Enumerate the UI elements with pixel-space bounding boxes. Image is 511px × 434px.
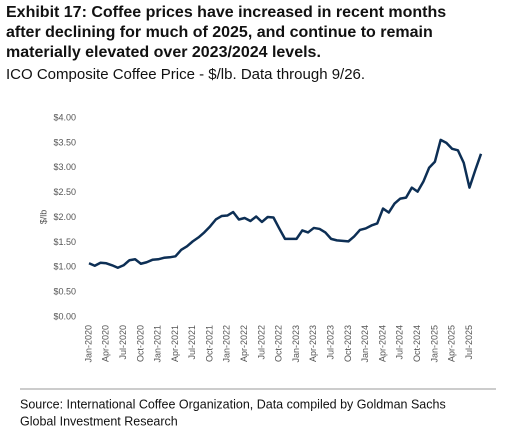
y-tick-label: $2.50 (53, 187, 76, 197)
x-tick-label: Oct-2024 (412, 325, 422, 362)
y-tick-label: $2.00 (53, 212, 76, 222)
x-tick-label: Oct-2020 (135, 325, 145, 362)
x-tick-label: Jul-2025 (464, 325, 474, 360)
x-tick-label: Oct-2023 (343, 325, 353, 362)
y-tick-label: $3.50 (53, 137, 76, 147)
x-tick-label: Jan-2021 (153, 325, 163, 363)
y-tick-label: $0.50 (53, 287, 76, 297)
y-tick-label: $4.00 (53, 112, 76, 122)
x-tick-label: Apr-2020 (101, 325, 111, 362)
chart-title: after declining for much of 2025, and co… (6, 24, 433, 41)
x-tick-label: Apr-2025 (447, 325, 457, 362)
x-tick-label: Jul-2021 (187, 325, 197, 360)
x-tick-label: Apr-2023 (308, 325, 318, 362)
x-tick-label: Jan-2025 (429, 325, 439, 363)
x-tick-label: Apr-2022 (239, 325, 249, 362)
source: Source: International Coffee Organizatio… (20, 397, 446, 411)
source: Global Investment Research (20, 414, 178, 428)
x-tick-label: Oct-2022 (274, 325, 284, 362)
line (88, 138, 483, 269)
x-tick-label: Jan-2024 (360, 325, 370, 363)
x-tick-label: Apr-2024 (377, 325, 387, 362)
chart-title: materially elevated over 2023/2024 level… (6, 44, 321, 61)
x-tick-label: Jul-2022 (256, 325, 266, 360)
x-tick-label: Jan-2023 (291, 325, 301, 363)
x-tick-label: Jul-2024 (395, 325, 405, 360)
y-tick-label: $1.50 (53, 237, 76, 247)
x-tick-label: Oct-2021 (204, 325, 214, 362)
chart-title: Exhibit 17: Coffee prices have increased… (6, 4, 446, 21)
x-tick-label: Jul-2023 (325, 325, 335, 360)
y-axis-label: $/lb (38, 210, 48, 225)
y-tick-label: $0.00 (53, 311, 76, 321)
chart-subtitle: ICO Composite Coffee Price - $/lb. Data … (6, 66, 365, 83)
x-tick-label: Jul-2020 (118, 325, 128, 360)
y-tick-label: $1.00 (53, 262, 76, 272)
x-tick-label: Jan-2022 (222, 325, 232, 363)
x-tick-label: Apr-2021 (170, 325, 180, 362)
x-tick-label: Jan-2020 (83, 325, 93, 363)
y-tick-label: $3.00 (53, 162, 76, 172)
